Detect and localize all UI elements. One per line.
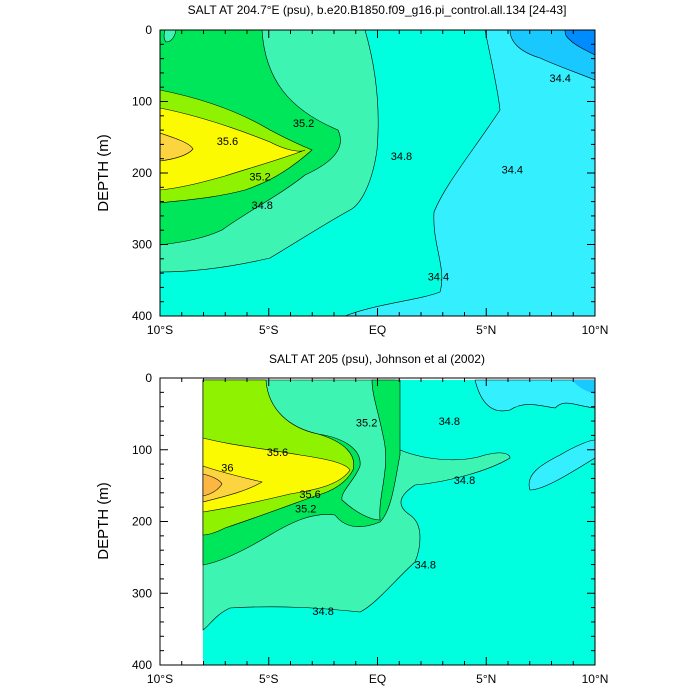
top-contour-label: 34.8 bbox=[252, 200, 273, 212]
bottom-ytick-label: 0 bbox=[145, 371, 152, 385]
top-xtick-label: EQ bbox=[369, 323, 386, 337]
bottom-region-342 bbox=[572, 380, 595, 394]
top-xtick-label: 5°S bbox=[259, 323, 278, 337]
top-contour-label: 35.2 bbox=[249, 172, 270, 184]
top-region-340 bbox=[564, 30, 595, 56]
top-contour-labels: 35.6 35.2 35.2 34.8 34.8 34.4 34.4 34.4 bbox=[217, 73, 571, 284]
bottom-contour-label: 35.6 bbox=[299, 489, 320, 501]
bottom-contour-labels: 36 35.6 35.6 35.2 35.2 34.8 34.8 34.8 34.8 bbox=[221, 416, 475, 618]
top-contour-label: 34.4 bbox=[428, 272, 449, 284]
top-x-axis: 10°S 5°S EQ 5°N 10°N bbox=[147, 30, 608, 337]
bottom-contour-label: 34.8 bbox=[312, 606, 333, 618]
bottom-contour-label: 34.8 bbox=[415, 560, 436, 572]
top-panel: SALT AT 204.7°E (psu), b.e20.B1850.f09_g… bbox=[95, 3, 608, 337]
top-y-axis: 0 100 200 300 400 bbox=[132, 23, 595, 323]
top-contour-label: 35.6 bbox=[217, 136, 238, 148]
bottom-ytick-label: 100 bbox=[132, 443, 152, 457]
bottom-contour-label: 34.8 bbox=[454, 475, 475, 487]
top-contour-label: 34.4 bbox=[549, 73, 570, 85]
bottom-contour-label: 35.6 bbox=[267, 447, 288, 459]
top-region-358 bbox=[160, 132, 194, 162]
bottom-region-360 bbox=[202, 473, 223, 497]
bottom-region-358 bbox=[202, 465, 263, 503]
bottom-contour-label: 36 bbox=[221, 463, 233, 475]
bottom-y-axis: 0 100 200 300 400 bbox=[132, 371, 595, 672]
top-xtick-label: 5°N bbox=[476, 323, 496, 337]
top-blob-1 bbox=[163, 30, 177, 43]
bottom-panel-ylabel: DEPTH (m) bbox=[95, 482, 112, 560]
top-ytick-label: 400 bbox=[132, 309, 152, 323]
top-panel-title: SALT AT 204.7°E (psu), b.e20.B1850.f09_g… bbox=[188, 3, 567, 17]
bottom-ytick-label: 200 bbox=[132, 515, 152, 529]
top-ytick-label: 0 bbox=[145, 23, 152, 37]
top-region-356 bbox=[160, 107, 306, 191]
top-contour-label: 35.2 bbox=[293, 118, 314, 130]
top-xtick-label: 10°S bbox=[147, 323, 173, 337]
top-ytick-label: 300 bbox=[132, 238, 152, 252]
top-ytick-label: 100 bbox=[132, 95, 152, 109]
bottom-panel: SALT AT 205 (psu), Johnson et al (2002) … bbox=[95, 352, 608, 686]
bottom-ytick-label: 300 bbox=[132, 586, 152, 600]
bottom-xtick-label: 5°S bbox=[259, 672, 278, 686]
bottom-contour-label: 35.2 bbox=[356, 417, 377, 429]
bottom-contour-label: 34.8 bbox=[439, 416, 460, 428]
bottom-panel-fill bbox=[202, 379, 595, 665]
bottom-panel-title: SALT AT 205 (psu), Johnson et al (2002) bbox=[269, 352, 485, 366]
top-contour-label: 34.4 bbox=[502, 164, 523, 176]
bottom-region-344 bbox=[528, 380, 595, 491]
bottom-xtick-label: 10°N bbox=[582, 672, 609, 686]
top-contour-label: 34.8 bbox=[391, 151, 412, 163]
bottom-xtick-label: 10°S bbox=[147, 672, 173, 686]
bottom-contour-label: 35.2 bbox=[295, 504, 316, 516]
bottom-region-344b bbox=[474, 379, 595, 412]
top-panel-ylabel: DEPTH (m) bbox=[95, 134, 112, 212]
top-xtick-label: 10°N bbox=[582, 323, 609, 337]
top-panel-fill bbox=[160, 30, 595, 316]
top-ytick-label: 200 bbox=[132, 166, 152, 180]
bottom-region-354 bbox=[202, 437, 351, 513]
bottom-xtick-label: EQ bbox=[369, 672, 386, 686]
bottom-ytick-label: 400 bbox=[132, 658, 152, 672]
bottom-xtick-label: 5°N bbox=[476, 672, 496, 686]
bottom-x-axis: 10°S 5°S EQ 5°N 10°N bbox=[147, 378, 608, 686]
